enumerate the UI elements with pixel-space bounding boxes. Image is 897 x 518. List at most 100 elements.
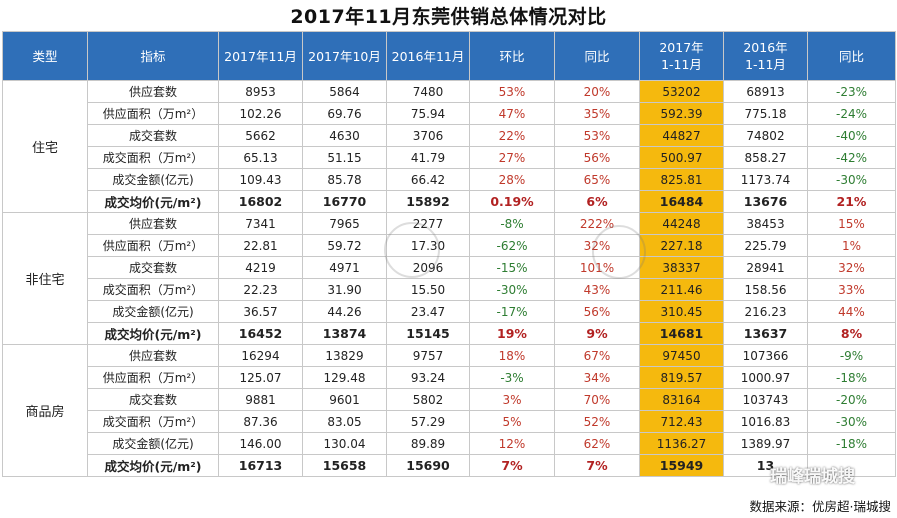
indicator-cell: 供应套数	[87, 80, 219, 103]
value-cell: 7480	[386, 80, 470, 103]
value-cell: -30%	[469, 278, 555, 301]
header-cell: 类型	[2, 31, 88, 81]
value-cell: 13829	[302, 344, 387, 367]
value-cell: -24%	[807, 102, 896, 125]
indicator-cell: 成交均价(元/m²)	[87, 322, 219, 345]
value-cell: 83.05	[302, 410, 387, 433]
value-cell: 18%	[469, 344, 555, 367]
value-cell: 16770	[302, 190, 387, 213]
source-note: 数据来源：优房超·瑞城搜	[749, 499, 891, 514]
value-cell: 59.72	[302, 234, 387, 257]
value-cell: 858.27	[723, 146, 808, 169]
header-cell: 2016年11月	[386, 31, 470, 81]
value-cell: 51.15	[302, 146, 387, 169]
value-cell: 22.81	[218, 234, 303, 257]
header-row: 类型 指标 2017年11月 2017年10月 2016年11月 环比 同比 2017年 1-…	[2, 31, 896, 81]
value-cell: 56%	[554, 146, 640, 169]
indicator-cell: 成交均价(元/m²)	[87, 454, 219, 477]
value-cell: 52%	[554, 410, 640, 433]
value-cell: -8%	[469, 212, 555, 235]
table-row: 成交套数 5662 4630 3706 22% 53% 44827 74802 -40%	[3, 124, 896, 147]
value-cell: 146.00	[218, 432, 303, 455]
table-row: 成交面积（万m²） 65.13 51.15 41.79 27% 56% 500.97 858.…	[3, 146, 896, 169]
value-cell: 9601	[302, 388, 387, 411]
watermark-seal	[384, 222, 440, 278]
value-cell: 19%	[469, 322, 555, 345]
value-cell: 1000.97	[723, 366, 808, 389]
value-cell: -18%	[807, 366, 896, 389]
table-row: 供应面积（万m²） 125.07 129.48 93.24 -3% 34% 819.57 10…	[3, 366, 896, 389]
value-cell: 9881	[218, 388, 303, 411]
value-cell: -9%	[807, 344, 896, 367]
value-cell: 225.79	[723, 234, 808, 257]
table-row: 成交面积（万m²） 87.36 83.05 57.29 5% 52% 712.43 1016.…	[3, 410, 896, 433]
value-cell: 6%	[554, 190, 640, 213]
value-cell: 13676	[723, 190, 808, 213]
value-cell: 68913	[723, 80, 808, 103]
table-row: 商品房 供应套数 16294 13829 9757 18% 67% 97450 107366 -9…	[2, 344, 896, 477]
table-row: 成交金额(亿元) 36.57 44.26 23.47 -17% 56% 310.45 216.…	[3, 300, 896, 323]
indicator-cell: 成交套数	[87, 256, 219, 279]
value-cell: -18%	[807, 432, 896, 455]
indicator-cell: 成交面积（万m²）	[87, 410, 219, 433]
value-cell: 592.39	[639, 102, 724, 125]
value-cell: 22.23	[218, 278, 303, 301]
value-cell: 15.50	[386, 278, 470, 301]
value-cell: 0.19%	[469, 190, 555, 213]
value-cell: 27%	[469, 146, 555, 169]
value-cell: 75.94	[386, 102, 470, 125]
value-cell: 7341	[218, 212, 303, 235]
value-cell: 125.07	[218, 366, 303, 389]
value-cell: 5662	[218, 124, 303, 147]
value-cell: 4971	[302, 256, 387, 279]
value-cell: 20%	[554, 80, 640, 103]
indicator-cell: 成交金额(亿元)	[87, 300, 219, 323]
table-row: 成交套数 9881 9601 5802 3% 70% 83164 103743 -20%	[3, 388, 896, 411]
value-cell: -20%	[807, 388, 896, 411]
value-cell: 102.26	[218, 102, 303, 125]
value-cell: 57.29	[386, 410, 470, 433]
value-cell: 35%	[554, 102, 640, 125]
value-cell: 15145	[386, 322, 470, 345]
value-cell: 62%	[554, 432, 640, 455]
type-cell: 住宅	[2, 80, 88, 213]
indicator-cell: 成交金额(亿元)	[87, 432, 219, 455]
value-cell: 1389.97	[723, 432, 808, 455]
value-cell: 33%	[807, 278, 896, 301]
value-cell: 216.23	[723, 300, 808, 323]
indicator-cell: 供应面积（万m²）	[87, 366, 219, 389]
indicator-cell: 成交均价(元/m²)	[87, 190, 219, 213]
value-cell: 23.47	[386, 300, 470, 323]
value-cell: 109.43	[218, 168, 303, 191]
value-cell: 227.18	[639, 234, 724, 257]
indicator-cell: 成交金额(亿元)	[87, 168, 219, 191]
value-cell: 16484	[639, 190, 724, 213]
value-cell: 15949	[639, 454, 724, 477]
value-cell: 15690	[386, 454, 470, 477]
table-row: 供应面积（万m²） 102.26 69.76 75.94 47% 35% 592.39 775…	[3, 102, 896, 125]
value-cell: 22%	[469, 124, 555, 147]
value-cell: 31.90	[302, 278, 387, 301]
table-row: 成交均价(元/m²) 16713 15658 15690 7% 7% 15949 13	[3, 454, 896, 477]
data-table: 类型 指标 2017年11月 2017年10月 2016年11月 环比 同比 2017年 1-…	[2, 31, 896, 477]
value-cell: 85.78	[302, 168, 387, 191]
value-cell: 74802	[723, 124, 808, 147]
value-cell: 9%	[554, 322, 640, 345]
value-cell: 12%	[469, 432, 555, 455]
value-cell: 53%	[554, 124, 640, 147]
value-cell: 43%	[554, 278, 640, 301]
value-cell: 56%	[554, 300, 640, 323]
value-cell: 38337	[639, 256, 724, 279]
value-cell: 1%	[807, 234, 896, 257]
watermark-seal	[592, 225, 646, 279]
value-cell: 15658	[302, 454, 387, 477]
value-cell: -15%	[469, 256, 555, 279]
value-cell: -23%	[807, 80, 896, 103]
value-cell: 819.57	[639, 366, 724, 389]
value-cell: 310.45	[639, 300, 724, 323]
table-row: 成交金额(亿元) 146.00 130.04 89.89 12% 62% 1136.27 13…	[3, 432, 896, 455]
value-cell: 16802	[218, 190, 303, 213]
value-cell: 7965	[302, 212, 387, 235]
value-cell: 129.48	[302, 366, 387, 389]
value-cell: 53%	[469, 80, 555, 103]
